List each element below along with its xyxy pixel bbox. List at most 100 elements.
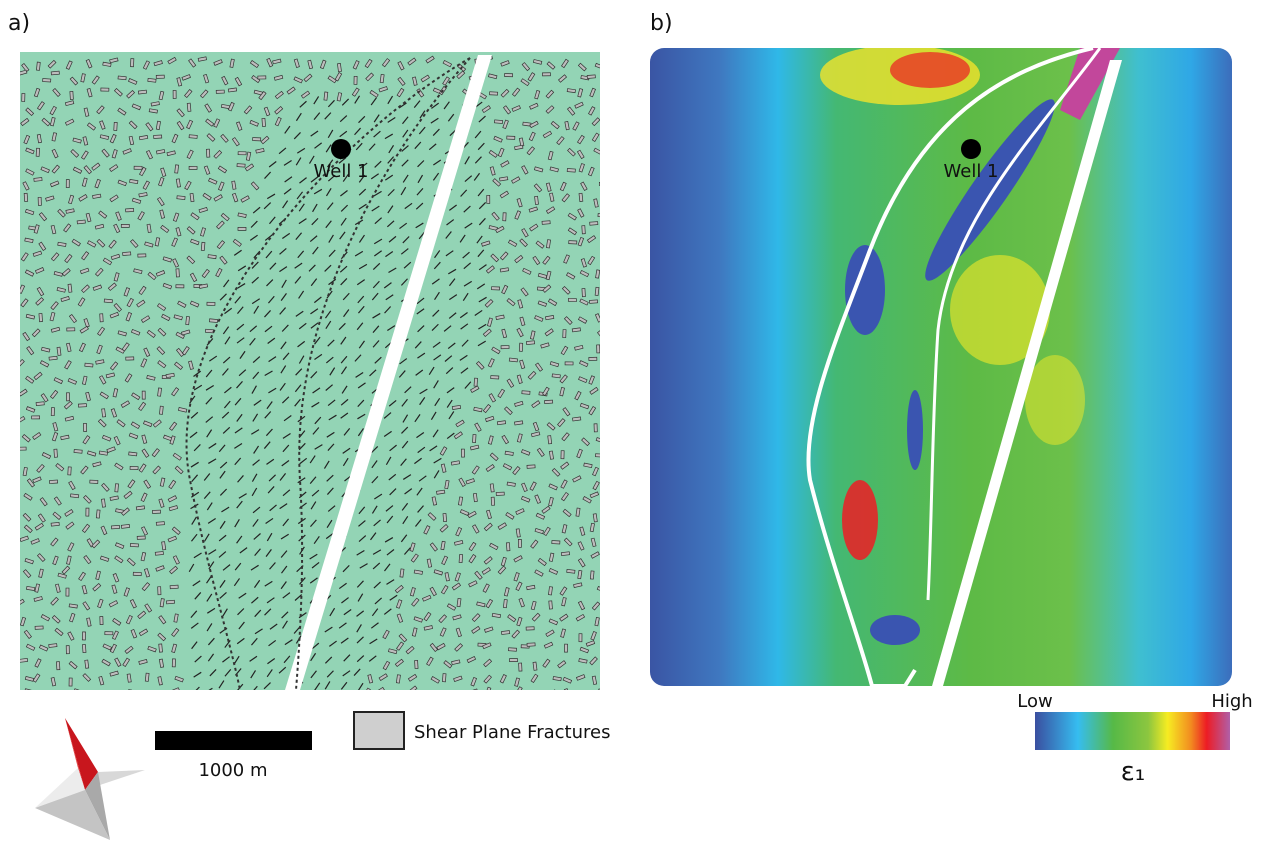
fracture: [545, 400, 553, 404]
legend-label: Shear Plane Fractures: [414, 722, 610, 743]
fracture: [126, 357, 134, 360]
fracture: [96, 510, 100, 518]
fracture: [69, 678, 72, 686]
fracture: [594, 424, 597, 432]
fracture: [568, 298, 576, 301]
fracture: [82, 644, 86, 652]
fracture: [473, 434, 476, 442]
fracture: [552, 541, 560, 544]
fracture: [497, 421, 505, 425]
fracture: [52, 691, 59, 699]
legend-swatch: [354, 712, 404, 749]
colorbar-low: Low: [1017, 691, 1052, 712]
fracture: [145, 673, 149, 681]
fracture: [134, 166, 142, 169]
fracture: [237, 164, 245, 168]
fracture: [549, 601, 553, 609]
hotspot: [1025, 355, 1085, 445]
fracture: [66, 180, 69, 188]
fracture: [582, 289, 585, 297]
fracture: [51, 408, 54, 416]
fracture: [115, 484, 119, 492]
fracture: [190, 193, 194, 201]
fracture: [39, 314, 43, 322]
fracture: [505, 74, 513, 77]
fracture: [133, 572, 141, 575]
fracture: [57, 347, 61, 355]
fracture: [572, 328, 580, 332]
fracture: [238, 227, 246, 230]
fracture: [86, 508, 89, 516]
fracture: [121, 224, 129, 227]
fracture: [201, 242, 205, 250]
fracture: [519, 663, 522, 671]
fracture: [38, 197, 41, 205]
fracture: [85, 363, 93, 367]
fracture: [527, 643, 535, 647]
well-marker: [331, 139, 351, 159]
fracture: [548, 587, 552, 595]
low-zone: [907, 390, 923, 470]
fracture: [590, 571, 594, 579]
fracture: [129, 452, 137, 456]
fracture: [51, 71, 59, 75]
fracture: [599, 182, 607, 185]
fracture: [573, 417, 581, 421]
fracture: [595, 454, 603, 457]
scale-bar: [155, 731, 312, 750]
fracture: [228, 88, 236, 92]
fracture: [548, 436, 552, 444]
fracture: [590, 222, 598, 226]
fracture: [396, 675, 400, 683]
fracture: [173, 90, 176, 98]
fracture: [123, 252, 131, 256]
fracture: [380, 74, 384, 82]
fracture: [597, 345, 600, 353]
fracture: [101, 88, 109, 91]
fracture: [78, 404, 86, 407]
fracture: [36, 62, 40, 70]
fracture: [43, 79, 51, 83]
fracture: [589, 357, 597, 360]
fracture: [457, 598, 461, 606]
fracture: [487, 195, 490, 203]
fracture: [68, 284, 72, 292]
fracture: [82, 632, 85, 640]
fracture: [535, 694, 540, 703]
fracture: [40, 691, 45, 699]
fracture: [491, 376, 499, 379]
fracture: [209, 319, 217, 323]
fracture: [574, 691, 582, 699]
fracture: [598, 214, 606, 218]
fracture: [491, 497, 494, 505]
fracture: [582, 226, 586, 234]
fracture: [392, 691, 400, 697]
fracture: [587, 75, 595, 79]
fracture: [503, 213, 506, 221]
fracture: [207, 302, 215, 305]
fracture: [473, 493, 477, 501]
fracture: [74, 449, 82, 453]
fracture: [443, 513, 447, 521]
well-marker: [961, 139, 981, 159]
panel-label: b): [650, 11, 673, 36]
fracture: [114, 122, 117, 130]
fracture: [105, 632, 113, 635]
fracture: [324, 92, 328, 100]
fracture: [156, 522, 164, 526]
fracture: [158, 388, 162, 396]
fracture: [459, 554, 463, 562]
fracture: [35, 626, 43, 629]
fracture: [166, 600, 174, 604]
fracture: [24, 193, 28, 201]
fracture: [176, 269, 179, 277]
fracture: [535, 196, 539, 204]
fracture: [142, 391, 145, 399]
fracture: [32, 416, 40, 419]
low-zone: [870, 615, 920, 645]
fracture: [491, 287, 499, 290]
fracture: [527, 465, 535, 469]
fracture: [137, 691, 145, 697]
colorbar: [1035, 712, 1230, 750]
fracture: [567, 169, 575, 173]
